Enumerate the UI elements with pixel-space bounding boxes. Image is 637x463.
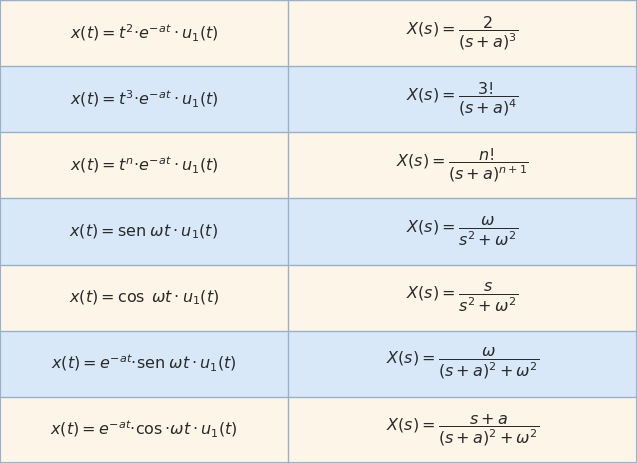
Bar (288, 397, 637, 463)
Bar (288, 0, 637, 66)
Bar (288, 264, 637, 331)
Text: $x(t) = e^{-at}{\cdot}\mathrm{sen}\;\omega t \cdot u_1(t)$: $x(t) = e^{-at}{\cdot}\mathrm{sen}\;\ome… (51, 353, 237, 375)
Text: $x(t) = t^{3}{\cdot}e^{-at} \cdot u_1(t)$: $x(t) = t^{3}{\cdot}e^{-at} \cdot u_1(t)… (69, 88, 218, 110)
Bar (288, 66, 637, 132)
Text: $x(t) = t^{2}{\cdot}e^{-at} \cdot u_1(t)$: $x(t) = t^{2}{\cdot}e^{-at} \cdot u_1(t)… (69, 23, 218, 44)
Bar (0, 397, 288, 463)
Bar (0, 264, 288, 331)
Text: $x(t) = \mathrm{sen}\;\omega t \cdot u_1(t)$: $x(t) = \mathrm{sen}\;\omega t \cdot u_1… (69, 222, 218, 241)
Text: $X(s) = \dfrac{n!}{(s+a)^{n+1}}$: $X(s) = \dfrac{n!}{(s+a)^{n+1}}$ (396, 146, 529, 184)
Text: $x(t) = e^{-at}{\cdot}\cos{\cdot}\omega t \cdot u_1(t)$: $x(t) = e^{-at}{\cdot}\cos{\cdot}\omega … (50, 419, 238, 440)
Text: $X(s) = \dfrac{s+a}{(s+a)^2 + \omega^2}$: $X(s) = \dfrac{s+a}{(s+a)^2 + \omega^2}$ (386, 412, 539, 448)
Bar (0, 331, 288, 397)
Text: $x(t) = \cos\;\omega t \cdot u_1(t)$: $x(t) = \cos\;\omega t \cdot u_1(t)$ (69, 288, 219, 307)
Bar (0, 132, 288, 199)
Bar (0, 66, 288, 132)
Text: $x(t) = t^{n}{\cdot}e^{-at} \cdot u_1(t)$: $x(t) = t^{n}{\cdot}e^{-at} \cdot u_1(t)… (69, 155, 218, 176)
Text: $X(s) = \dfrac{\omega}{s^2 + \omega^2}$: $X(s) = \dfrac{\omega}{s^2 + \omega^2}$ (406, 215, 519, 248)
Bar (0, 199, 288, 264)
Bar (0, 0, 288, 66)
Bar (288, 132, 637, 199)
Text: $X(s) = \dfrac{3!}{(s+a)^4}$: $X(s) = \dfrac{3!}{(s+a)^4}$ (406, 81, 519, 118)
Bar (288, 199, 637, 264)
Bar (288, 331, 637, 397)
Text: $X(s) = \dfrac{2}{(s+a)^3}$: $X(s) = \dfrac{2}{(s+a)^3}$ (406, 14, 519, 52)
Text: $X(s) = \dfrac{s}{s^2 + \omega^2}$: $X(s) = \dfrac{s}{s^2 + \omega^2}$ (406, 282, 519, 314)
Text: $X(s) = \dfrac{\omega}{(s+a)^2 + \omega^2}$: $X(s) = \dfrac{\omega}{(s+a)^2 + \omega^… (386, 346, 539, 381)
